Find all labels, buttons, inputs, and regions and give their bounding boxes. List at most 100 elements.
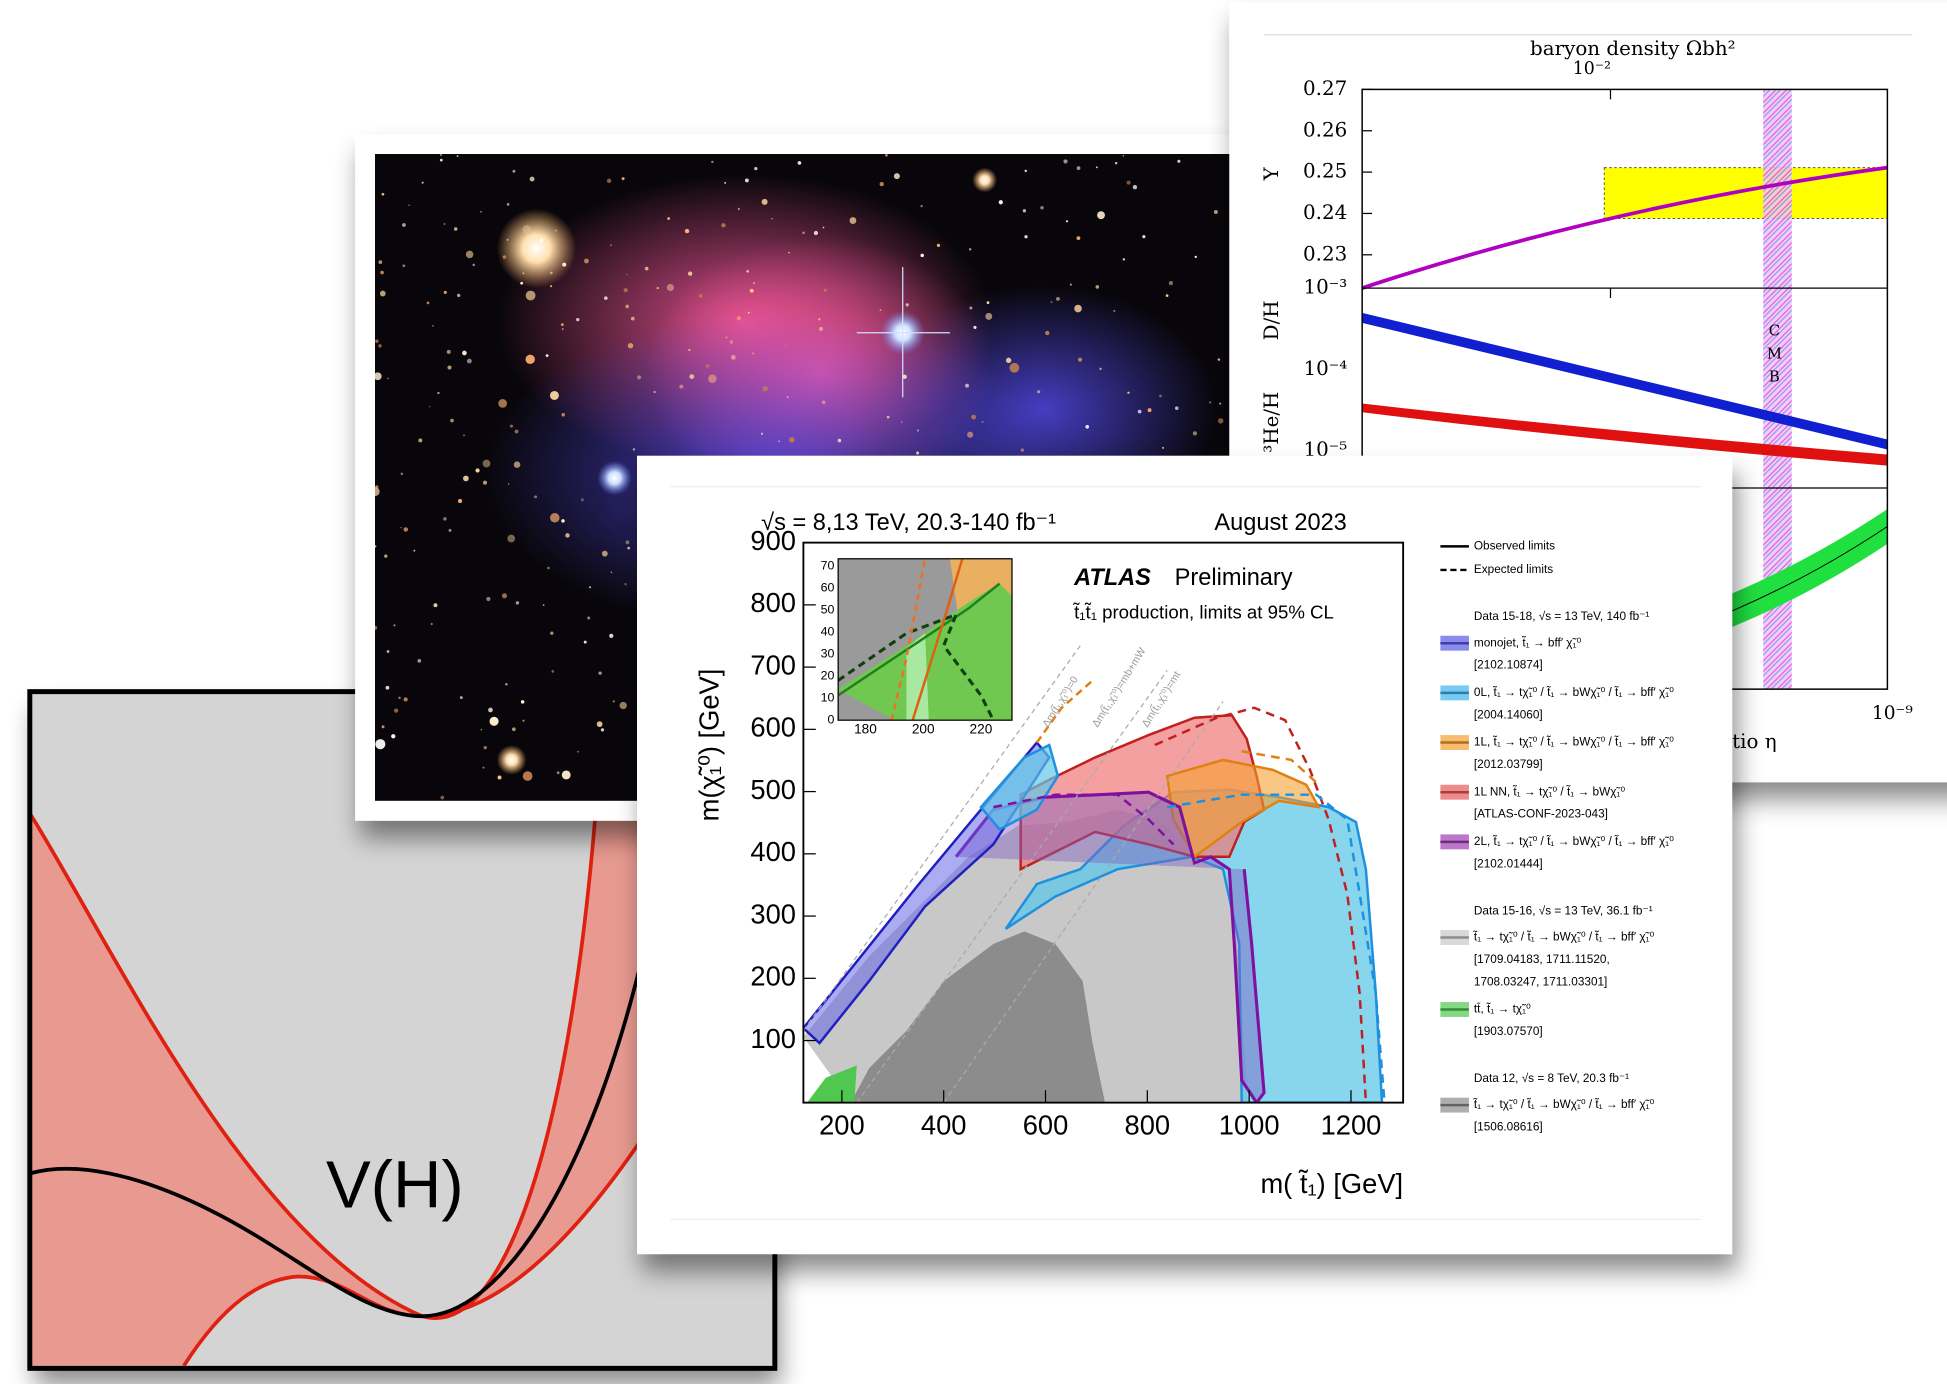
star xyxy=(440,796,444,800)
bbn-dh-label: D/H xyxy=(1260,300,1283,340)
star xyxy=(375,739,385,749)
star xyxy=(508,483,510,485)
star xyxy=(561,519,565,523)
star xyxy=(515,430,519,434)
legend-reference: [1903.07570] xyxy=(1474,1025,1543,1038)
star xyxy=(745,178,749,182)
star xyxy=(1096,285,1100,289)
star xyxy=(1113,310,1115,312)
star xyxy=(631,317,635,321)
legend-entry: 2L, t̃₁ → tχ̃₁⁰ / t̃₁ → bWχ̃₁⁰ / t̃₁ → b… xyxy=(1474,835,1674,848)
y-tick-label: 100 xyxy=(750,1023,796,1054)
bbn-y-tick-label: 0.25 xyxy=(1303,160,1347,183)
star xyxy=(688,271,692,275)
star xyxy=(624,288,628,292)
star xyxy=(400,527,402,529)
star xyxy=(750,289,754,293)
star xyxy=(584,259,589,264)
star xyxy=(1162,447,1164,449)
star xyxy=(1218,358,1220,360)
star xyxy=(447,350,451,354)
star xyxy=(490,717,499,726)
star xyxy=(1056,297,1060,301)
star xyxy=(543,604,545,606)
star xyxy=(737,316,741,320)
star xyxy=(1099,368,1101,370)
star xyxy=(386,686,390,690)
star xyxy=(475,468,479,472)
star xyxy=(1177,160,1180,163)
star xyxy=(1127,392,1129,394)
star xyxy=(763,386,768,391)
star xyxy=(802,232,805,235)
star xyxy=(752,352,754,354)
star xyxy=(609,634,613,638)
star xyxy=(657,287,659,289)
star xyxy=(1218,418,1223,423)
star xyxy=(503,255,507,259)
star xyxy=(721,223,725,227)
star xyxy=(447,365,451,369)
star xyxy=(374,372,382,380)
star xyxy=(577,751,579,753)
star xyxy=(457,294,460,297)
star xyxy=(539,238,543,242)
star xyxy=(626,540,630,544)
star xyxy=(393,624,395,626)
star xyxy=(463,476,469,482)
star xyxy=(506,239,508,241)
legend-group-header: Data 15-18, √s = 13 TeV, 140 fb⁻¹ xyxy=(1474,610,1650,623)
y-tick-label: 200 xyxy=(750,961,796,992)
star xyxy=(1097,211,1105,219)
bbn-y-tick-label: 0.23 xyxy=(1303,242,1347,265)
legend-reference: 1708.03247, 1711.03301] xyxy=(1474,975,1607,988)
star xyxy=(969,248,971,250)
star xyxy=(523,771,533,781)
star xyxy=(1078,358,1082,362)
star xyxy=(624,583,626,585)
star xyxy=(391,734,395,738)
star xyxy=(753,282,755,284)
y-tick-label: 300 xyxy=(750,898,796,929)
star xyxy=(633,448,635,450)
inset-y-tick-label: 10 xyxy=(821,690,835,704)
star xyxy=(413,550,415,552)
star xyxy=(384,554,387,557)
inset-x-tick-label: 220 xyxy=(970,722,993,737)
star xyxy=(969,306,972,309)
star xyxy=(1045,331,1049,335)
process-label: t̃₁t̃₁ production, limits at 95% CL xyxy=(1072,601,1333,622)
star xyxy=(546,354,549,357)
star xyxy=(513,170,516,173)
body: V(H) baryon density Ωbh² 10⁻² Y D/H ³He/… xyxy=(0,0,1947,1384)
star xyxy=(771,218,773,220)
star xyxy=(1024,170,1027,173)
star xyxy=(788,252,790,254)
cmb-letter: M xyxy=(1767,345,1782,363)
star xyxy=(444,223,446,225)
star xyxy=(486,597,490,601)
star xyxy=(1066,220,1068,222)
star xyxy=(458,499,462,503)
star xyxy=(1209,401,1211,403)
page: Physics collage { "higgs_panel": {"label… xyxy=(0,0,1947,1384)
star xyxy=(522,272,524,274)
star xyxy=(502,593,507,598)
bbn-y-label: Y xyxy=(1260,166,1283,181)
bbn-title: baryon density Ωbh² xyxy=(1530,37,1736,60)
star xyxy=(1009,363,1019,373)
inset xyxy=(838,559,1012,720)
star xyxy=(1142,235,1145,238)
star xyxy=(906,303,909,306)
star xyxy=(378,260,382,264)
inset-y-tick-label: 30 xyxy=(821,646,835,660)
star xyxy=(1006,358,1011,363)
star xyxy=(387,650,390,653)
star xyxy=(526,355,535,364)
star xyxy=(724,182,726,184)
bbn-scale: 10⁻² xyxy=(1573,59,1611,79)
star xyxy=(645,267,649,271)
star xyxy=(679,385,683,389)
star xyxy=(762,199,768,205)
star xyxy=(429,406,431,408)
